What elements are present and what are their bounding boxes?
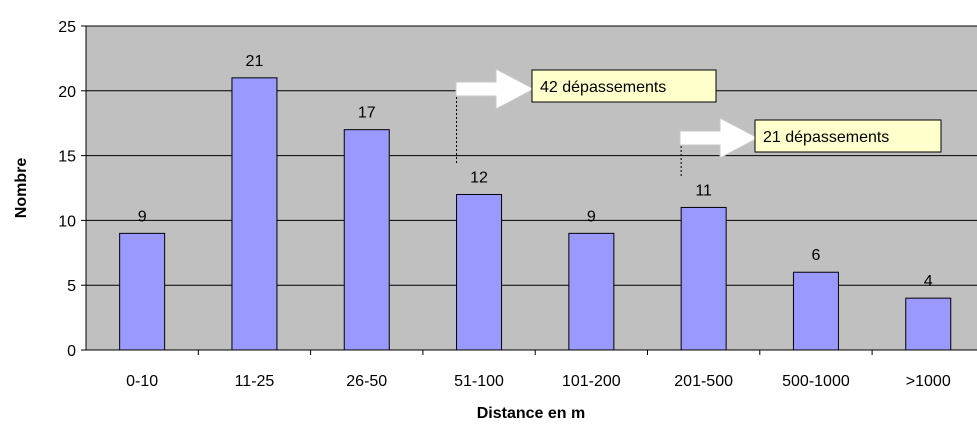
annotation-box xyxy=(754,119,942,153)
data-label: 9 xyxy=(138,208,147,225)
x-tick-label: 0-10 xyxy=(126,373,158,390)
y-axis-title: Nombre xyxy=(13,158,30,219)
x-tick-label: 500-1000 xyxy=(782,373,850,390)
x-tick-label: 51-100 xyxy=(454,373,504,390)
data-label: 6 xyxy=(811,247,820,264)
data-labels: 9 21 17 12 9 11 6 4 xyxy=(138,53,933,290)
bar xyxy=(792,271,839,351)
bar xyxy=(680,206,727,351)
data-label: 4 xyxy=(924,273,933,290)
bar xyxy=(568,232,615,351)
annotation-arrow xyxy=(455,68,536,110)
data-label: 17 xyxy=(358,105,376,122)
y-tick-labels: 0 5 10 15 20 25 xyxy=(58,19,76,360)
bars xyxy=(119,77,952,351)
x-tick-label: 201-500 xyxy=(674,373,733,390)
x-tick-labels: 0-10 11-25 26-50 51-100 101-200 201-500 500-10… xyxy=(126,373,951,390)
bar xyxy=(231,77,278,351)
y-tick-label: 20 xyxy=(58,84,76,101)
annotation-box xyxy=(531,69,717,103)
x-tick-label: 101-200 xyxy=(562,373,621,390)
x-tick-label: 11-25 xyxy=(235,373,275,390)
annotation-text: 21 dépassements xyxy=(763,129,889,146)
bar xyxy=(343,129,390,351)
annotation-arrow xyxy=(679,117,760,159)
bar xyxy=(119,232,166,351)
y-tick-label: 25 xyxy=(58,19,76,36)
data-label: 12 xyxy=(470,169,488,186)
data-label: 9 xyxy=(587,208,596,225)
x-tick-label: 26-50 xyxy=(346,373,387,390)
annotations: 42 dépassements 21 dépassements xyxy=(455,68,942,178)
y-tick-label: 5 xyxy=(67,278,76,295)
bar xyxy=(456,193,503,351)
bar xyxy=(905,297,952,351)
axes xyxy=(81,25,977,355)
data-label: 21 xyxy=(246,53,264,70)
annotation-text: 42 dépassements xyxy=(540,79,666,96)
y-tick-label: 0 xyxy=(67,343,76,360)
y-tick-label: 10 xyxy=(58,213,76,230)
x-tick-label: >1000 xyxy=(906,373,951,390)
data-label: 11 xyxy=(695,182,712,199)
x-axis-title: Distance en m xyxy=(477,405,585,422)
y-tick-label: 15 xyxy=(58,149,76,166)
